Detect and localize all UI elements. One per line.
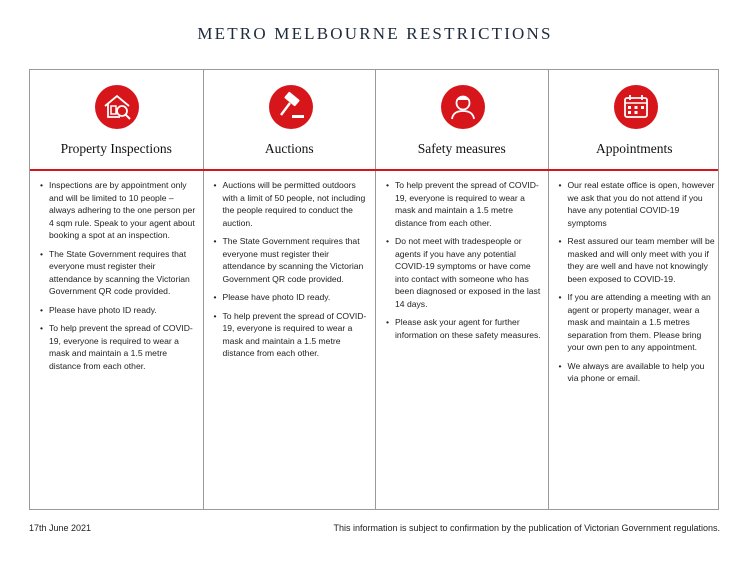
- icon: [441, 85, 485, 129]
- column: Property Inspections Inspections are by …: [30, 70, 203, 509]
- column: Appointments Our real estate office is o…: [547, 70, 721, 509]
- bullet-list: Auctions will be permitted outdoors with…: [214, 179, 373, 366]
- column-heading: Appointments: [596, 141, 673, 156]
- divider: [30, 169, 718, 171]
- bullet: To help prevent the spread of COVID-19, …: [214, 310, 373, 360]
- bullet: Please have photo ID ready.: [214, 291, 373, 304]
- footer-note: This information is subject to confirmat…: [333, 523, 720, 533]
- footer-date: 17th June 2021: [29, 523, 92, 533]
- icon: [613, 85, 658, 129]
- column: Safety measures To help prevent the spre…: [375, 70, 548, 509]
- column: Auctions Auctions will be permitted outd…: [202, 70, 376, 509]
- bullet: To help prevent the spread of COVID-19, …: [40, 322, 199, 372]
- bullet: The State Government requires that every…: [40, 248, 199, 298]
- column-heading: Property Inspections: [60, 141, 172, 156]
- column-heading: Auctions: [264, 141, 314, 156]
- bullet-list: Our real estate office is open, however …: [559, 179, 718, 391]
- bullet: Please ask your agent for further inform…: [386, 316, 545, 341]
- bullet: The State Government requires that every…: [214, 235, 373, 285]
- bullet-list: To help prevent the spread of COVID-19, …: [386, 179, 545, 347]
- bullet: Our real estate office is open, however …: [559, 179, 718, 229]
- bullet-list: Inspections are by appointment only and …: [40, 179, 199, 378]
- bullet: We always are available to help you via …: [559, 360, 718, 385]
- bullet: Do not meet with tradespeople or agents …: [386, 235, 545, 310]
- bullet: If you are attending a meeting with an a…: [559, 291, 718, 354]
- bullet: Rest assured our team member will be mas…: [559, 235, 718, 285]
- bullet: To help prevent the spread of COVID-19, …: [386, 179, 545, 229]
- board: Property Inspections Inspections are by …: [29, 69, 719, 510]
- bullet: Please have photo ID ready.: [40, 304, 199, 317]
- page-title: METRO MELBOURNE RESTRICTIONS: [197, 24, 553, 43]
- icon: [268, 85, 313, 129]
- bullet: Auctions will be permitted outdoors with…: [214, 179, 373, 229]
- bullet: Inspections are by appointment only and …: [40, 179, 199, 242]
- icon: [95, 85, 139, 129]
- column-heading: Safety measures: [417, 141, 506, 156]
